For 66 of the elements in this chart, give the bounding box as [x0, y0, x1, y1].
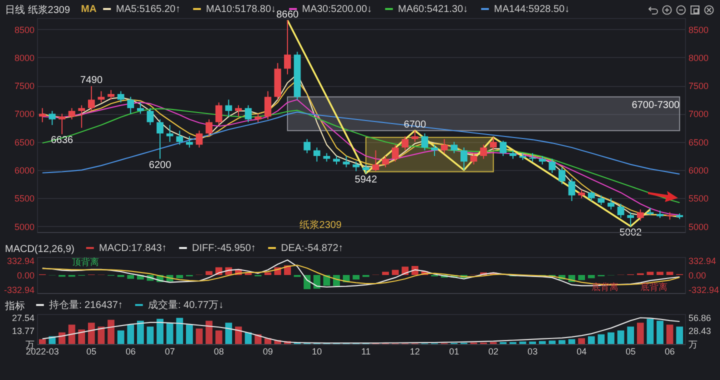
y-tick-label: 万: [26, 340, 34, 350]
y2-tick-label: 5500: [688, 194, 709, 204]
y-tick-label: 27.54: [12, 312, 34, 323]
annotation: 顶背离: [72, 257, 99, 267]
y2-tick-label: 6500: [688, 137, 709, 148]
x-tick-label: 10: [312, 346, 322, 356]
legend-label: MA60:5421.30↓: [398, 4, 468, 15]
y-tick-label: 6000: [14, 166, 34, 176]
y2-tick-label: 7000: [688, 109, 709, 120]
annotation: 8660: [276, 9, 300, 20]
x-tick-label: 08: [214, 346, 224, 356]
x-tick-label: 03: [528, 346, 538, 356]
chart-title: MACD(12,26,9): [5, 244, 74, 255]
annotation: 6200: [148, 160, 172, 171]
y2-tick-label: 7500: [688, 81, 709, 92]
chart-title: 日线 纸浆2309: [5, 4, 70, 16]
band-label: 6700-7300: [632, 100, 680, 111]
y-tick-label: 0.00: [16, 270, 34, 280]
y2-tick-label: 56.86: [688, 312, 712, 323]
legend-label: MA5:5165.20↑: [116, 4, 180, 15]
annotation: 底背离: [640, 282, 668, 292]
y-tick-label: 7500: [14, 81, 34, 92]
legend-label: MA30:5200.00↓: [302, 4, 372, 15]
x-tick-label: 01: [449, 346, 460, 356]
y2-tick-label: 8000: [688, 52, 709, 63]
y2-tick-label: -332.94: [688, 284, 720, 295]
y-tick-label: 7000: [14, 109, 34, 120]
y2-tick-label: 0.00: [688, 270, 706, 280]
chart-title: 指标: [4, 300, 25, 312]
y-tick-label: 8500: [14, 24, 34, 35]
x-tick-label: 02: [488, 346, 498, 356]
x-tick-label: 06: [126, 346, 136, 356]
annotation: 纸浆2309: [299, 219, 342, 231]
legend-label: MA144:5928.50↓: [494, 4, 570, 15]
legend-title: MA: [81, 4, 97, 15]
annotation: 5942: [354, 174, 378, 186]
y-tick-label: 5000: [14, 222, 34, 232]
y2-tick-label: 332.94: [688, 256, 716, 266]
x-tick-label: 05: [626, 346, 636, 356]
legend-label: DIFF:-45.950↑: [192, 243, 256, 254]
x-tick-label: 07: [164, 346, 175, 356]
x-tick-label: 04: [576, 346, 587, 356]
y2-tick-label: 28.43: [688, 326, 712, 336]
y-tick-label: 6500: [14, 137, 34, 148]
y-tick-label: -332.94: [4, 284, 34, 295]
y2-tick-label: 万: [688, 340, 698, 350]
x-tick-label: 12: [410, 346, 420, 356]
y2-tick-label: 5000: [688, 222, 709, 232]
legend-label: MACD:17.843↑: [99, 243, 167, 254]
y-tick-label: 332.94: [6, 256, 34, 266]
y-tick-label: 8000: [14, 52, 34, 63]
y2-tick-label: 6000: [688, 166, 709, 176]
legend-label: MA10:5178.80↓: [206, 4, 276, 15]
y-tick-label: 13.77: [12, 326, 34, 336]
x-tick-label: 2022-03: [26, 346, 59, 356]
x-tick-label: 11: [361, 346, 371, 356]
x-tick-label: 05: [86, 346, 96, 356]
y-tick-label: 5500: [14, 194, 34, 204]
x-tick-label: 06: [664, 346, 675, 356]
y2-tick-label: 8500: [688, 24, 709, 35]
annotation: 6636: [50, 135, 74, 146]
annotation: 7490: [80, 75, 103, 86]
x-tick-label: 09: [262, 346, 273, 356]
legend-label: 持仓量: 216437↑: [49, 299, 123, 311]
legend-label: DEA:-54.872↑: [281, 243, 344, 254]
legend-label: 成交量: 40.77万↓: [148, 299, 224, 311]
